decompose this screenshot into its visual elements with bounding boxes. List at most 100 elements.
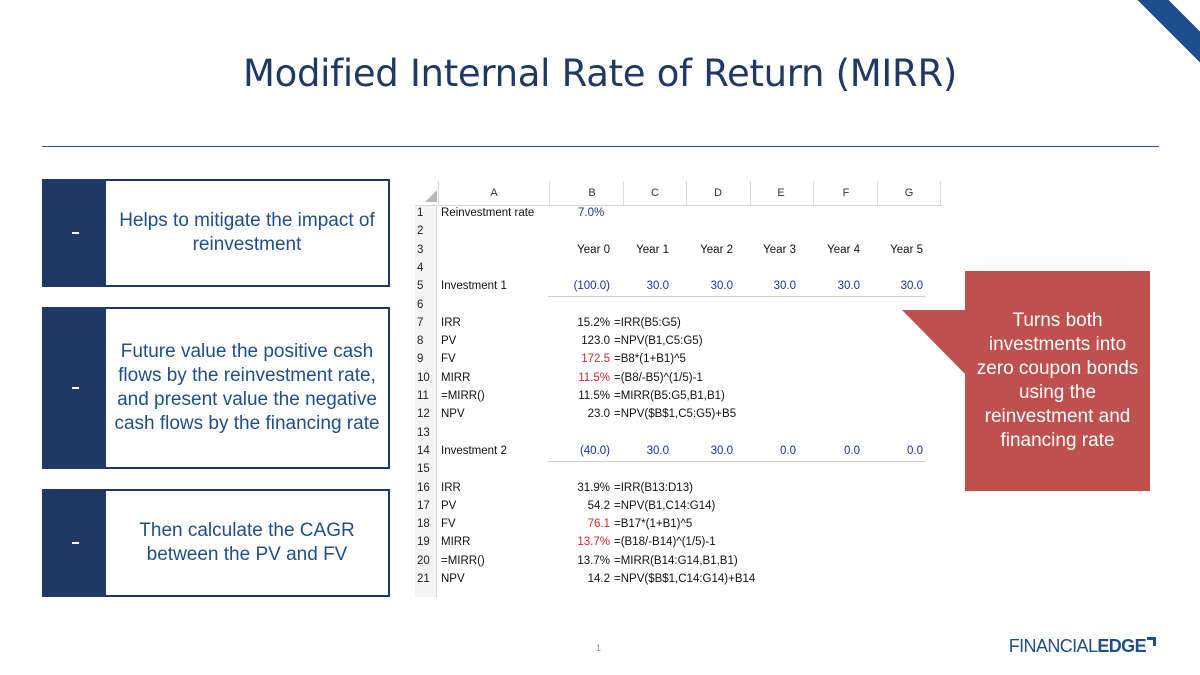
metric-formula: =NPV($B$1,C5:G5)+B5 xyxy=(614,408,737,421)
metric-formula: =MIRR(B5:G5,B1,B1) xyxy=(614,390,725,402)
metric-label: =MIRR() xyxy=(441,554,485,567)
cash-flow-cell: 30.0 xyxy=(646,280,669,293)
row-number: 1 xyxy=(417,207,424,219)
row-number: 21 xyxy=(417,573,430,585)
metric-formula: =NPV(B1,C5:G5) xyxy=(614,335,703,348)
metric-label: PV xyxy=(441,335,457,348)
cell-underline xyxy=(861,460,925,462)
cell-underline xyxy=(798,296,862,298)
row-header-strip xyxy=(415,205,437,597)
metric-value: 13.7% xyxy=(577,536,610,549)
metric-label: FV xyxy=(441,353,456,366)
cash-flow-cell: (100.0) xyxy=(573,280,610,293)
metric-formula: =(B8/-B5)^(1/5)-1 xyxy=(614,371,703,384)
column-divider xyxy=(940,181,941,205)
row-number: 11 xyxy=(417,390,429,402)
column-divider xyxy=(438,181,439,205)
metric-label: MIRR xyxy=(441,536,471,549)
cell-underline xyxy=(548,296,612,298)
metric-value: 31.9% xyxy=(577,481,610,494)
column-header-d: D xyxy=(714,187,722,199)
point-bar xyxy=(44,181,106,285)
year-header: Year 0 xyxy=(577,243,610,256)
column-divider xyxy=(549,181,550,205)
metric-value: 15.2% xyxy=(577,316,610,329)
cell-underline xyxy=(607,460,671,462)
row-number: 15 xyxy=(417,463,430,476)
callout-box: Turns both investments into zero coupon … xyxy=(965,271,1150,491)
metric-value: 23.0 xyxy=(587,408,610,421)
column-header-f: F xyxy=(842,187,850,199)
metric-formula: =B17*(1+B1)^5 xyxy=(614,518,693,531)
investment1-label: Investment 1 xyxy=(441,280,507,293)
cash-flow-cell: 0.0 xyxy=(780,444,796,457)
metric-formula: =(B18/-B14)^(1/5)-1 xyxy=(614,536,716,549)
slide-title: Modified Internal Rate of Return (MIRR) xyxy=(243,52,957,95)
dash-icon xyxy=(71,542,79,544)
cash-flow-cell: 30.0 xyxy=(773,280,796,293)
row-number: 12 xyxy=(417,408,430,421)
cash-flow-cell: 30.0 xyxy=(710,444,733,457)
cash-flow-cell: 30.0 xyxy=(837,280,860,293)
row-number: 3 xyxy=(417,243,424,256)
row-number: 9 xyxy=(417,353,424,366)
select-all-corner[interactable] xyxy=(425,190,437,202)
metric-formula: =IRR(B13:D13) xyxy=(614,481,693,494)
year-header: Year 3 xyxy=(763,243,796,256)
logo-part2: EDGE xyxy=(1097,636,1146,656)
point-box-3: Then calculate the CAGR between the PV a… xyxy=(42,489,390,597)
year-header: Year 2 xyxy=(700,243,733,256)
cash-flow-cell: 0.0 xyxy=(844,444,860,457)
cell-underline xyxy=(607,296,671,298)
metric-label: NPV xyxy=(441,408,465,421)
cell-underline xyxy=(734,460,798,462)
column-divider xyxy=(877,181,878,205)
column-header-c: C xyxy=(651,187,659,199)
row-number: 8 xyxy=(417,335,424,348)
row-number: 13 xyxy=(417,426,430,439)
metric-value: 54.2 xyxy=(587,499,610,512)
cell-underline xyxy=(671,296,735,298)
reinvestment-label: Reinvestment rate xyxy=(441,207,535,219)
page-number: 1 xyxy=(596,643,602,653)
row-number: 10 xyxy=(417,371,430,384)
point-bar xyxy=(44,309,106,467)
point-text: Helps to mitigate the impact of reinvest… xyxy=(119,210,375,255)
metric-value: 14.2 xyxy=(587,573,610,585)
year-header: Year 1 xyxy=(636,243,669,256)
row-number: 2 xyxy=(417,225,424,238)
year-header: Year 5 xyxy=(890,243,923,256)
financial-edge-logo: FINANCIALEDGE xyxy=(1009,636,1156,657)
row-number: 6 xyxy=(417,298,424,311)
investment2-label: Investment 2 xyxy=(441,444,507,457)
metric-value: 11.5% xyxy=(578,371,610,384)
dash-icon xyxy=(71,387,79,389)
point-box-2: Future value the positive cash flows by … xyxy=(42,307,390,469)
cell-underline xyxy=(861,296,925,298)
column-divider xyxy=(750,181,751,205)
reinvestment-rate-cell: 7.0% xyxy=(578,207,605,219)
cash-flow-cell: (40.0) xyxy=(579,444,610,457)
metric-value: 123.0 xyxy=(581,335,610,348)
dash-icon xyxy=(71,232,79,234)
metric-formula: =MIRR(B14:G14,B1,B1) xyxy=(614,554,738,567)
cash-flow-cell: 30.0 xyxy=(900,280,923,293)
metric-label: MIRR xyxy=(441,371,471,384)
cell-underline xyxy=(671,460,735,462)
point-box-1: Helps to mitigate the impact of reinvest… xyxy=(42,179,390,287)
spreadsheet: A B C D E F G 1 2 3 4 5 6 7 8 9 10 11 12 13 14 15 16 17 18 19 20 21… xyxy=(415,181,942,597)
metric-value: 172.5 xyxy=(581,353,610,366)
row-number: 7 xyxy=(417,316,424,329)
metric-label: PV xyxy=(441,499,457,512)
row-number: 16 xyxy=(417,481,430,494)
row-number: 18 xyxy=(417,518,430,531)
year-header: Year 4 xyxy=(827,243,860,256)
point-text: Then calculate the CAGR between the PV a… xyxy=(139,520,355,565)
metric-formula: =IRR(B5:G5) xyxy=(614,316,681,329)
row-number: 20 xyxy=(417,554,430,567)
metric-formula: =B8*(1+B1)^5 xyxy=(614,353,686,366)
metric-label: NPV xyxy=(441,573,465,585)
metric-formula: =NPV($B$1,C14:G14)+B14 xyxy=(614,573,756,585)
metric-formula: =NPV(B1,C14:G14) xyxy=(614,499,716,512)
metric-label: =MIRR() xyxy=(441,390,485,402)
